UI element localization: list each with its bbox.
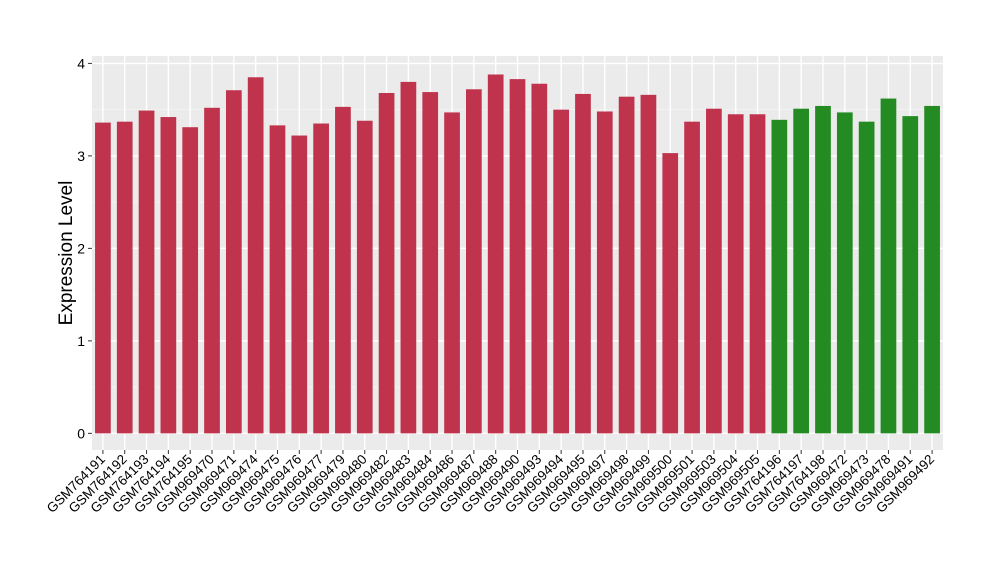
bar-gsm764198 — [815, 105, 831, 434]
y-axis-title: Expression Level — [56, 181, 77, 326]
bar-gsm969499 — [640, 94, 657, 434]
bar-gsm969495 — [575, 93, 591, 434]
bar-gsm764192 — [116, 121, 133, 434]
bar-gsm969480 — [356, 120, 373, 434]
y-tick-label: 0 — [77, 425, 85, 441]
bar-gsm969493 — [531, 83, 548, 434]
bar-gsm969494 — [553, 109, 569, 434]
bar-gsm969479 — [335, 106, 351, 434]
bar-gsm969484 — [422, 92, 439, 434]
bar-gsm764193 — [138, 110, 155, 434]
bar-gsm764196 — [771, 119, 788, 434]
bar-gsm764191 — [95, 122, 111, 434]
y-tick-label: 4 — [77, 55, 85, 71]
bar-gsm764194 — [160, 117, 177, 434]
bar-gsm969471 — [225, 90, 242, 434]
bar-gsm764195 — [182, 127, 199, 434]
bar-gsm969482 — [378, 92, 395, 434]
bar-gsm969498 — [618, 96, 635, 434]
bar-gsm969478 — [880, 98, 897, 434]
y-tick-label: 3 — [77, 148, 85, 164]
y-axis: 0 1 2 3 4 — [77, 55, 92, 441]
bar-gsm969470 — [204, 107, 220, 434]
y-tick-label: 1 — [77, 333, 85, 349]
bar-gsm969476 — [291, 135, 308, 434]
y-tick-label: 2 — [77, 240, 85, 256]
bar-gsm969500 — [662, 153, 679, 434]
bar-gsm969475 — [269, 125, 286, 434]
bar-gsm969497 — [596, 111, 613, 434]
bar-gsm969488 — [487, 74, 504, 434]
bar-gsm969483 — [400, 81, 417, 434]
bar-gsm969490 — [509, 79, 526, 434]
bar-gsm764197 — [793, 108, 810, 434]
bar-gsm969486 — [444, 112, 460, 434]
bar-gsm969477 — [313, 123, 329, 434]
bar-gsm969505 — [749, 114, 766, 434]
bar-gsm969473 — [858, 121, 875, 434]
bar-gsm969492 — [924, 105, 940, 434]
bar-gsm969487 — [466, 89, 482, 434]
bar-gsm969504 — [727, 114, 744, 434]
bar-gsm969474 — [247, 77, 264, 434]
bar-gsm969501 — [684, 121, 700, 434]
bar-gsm969503 — [706, 108, 722, 434]
x-axis: GSM764191GSM764192GSM764193GSM764194GSM7… — [44, 450, 937, 516]
bar-gsm969491 — [902, 116, 919, 434]
bar-gsm969472 — [836, 112, 853, 434]
bars-layer — [95, 74, 940, 434]
